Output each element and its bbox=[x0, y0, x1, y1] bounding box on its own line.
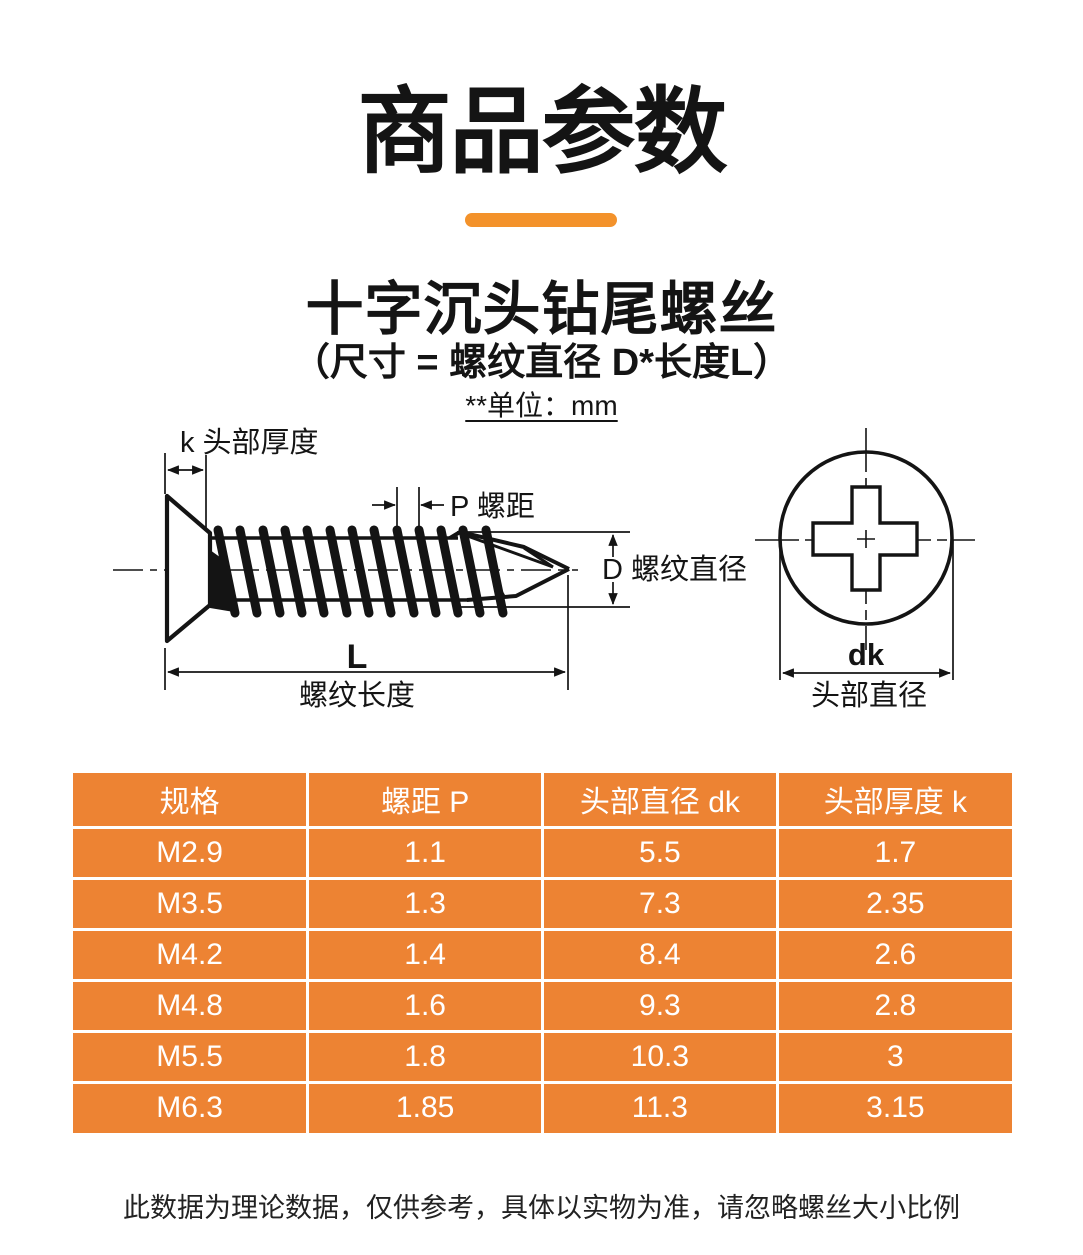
table-cell: 1.4 bbox=[307, 929, 544, 982]
drill-point bbox=[448, 530, 570, 602]
table-cell: 5.5 bbox=[542, 827, 779, 880]
table-cell: 3 bbox=[777, 1031, 1012, 1084]
table-header-row: 规格 螺距 P 头部直径 dk 头部厚度 k bbox=[73, 773, 1012, 829]
label-head-diameter: 头部直径 bbox=[811, 679, 927, 712]
table-cell: 1.6 bbox=[307, 980, 544, 1033]
head-circle bbox=[778, 450, 954, 626]
table-cell: M4.2 bbox=[73, 929, 310, 982]
size-formula: （尺寸 = 螺纹直径 D*长度L） bbox=[291, 342, 792, 384]
product-name: 十字沉头钻尾螺丝 bbox=[305, 277, 778, 342]
screw-side-view bbox=[113, 493, 578, 644]
spec-table: 规格 螺距 P 头部直径 dk 头部厚度 k M2.9 1.1 5.5 1.7 M3.5… bbox=[73, 773, 1012, 1133]
table-cell: 2.6 bbox=[777, 929, 1012, 982]
spec-table-body: M2.9 1.1 5.5 1.7 M3.5 1.3 7.3 2.35 M4.2 1.4 8.4 2.6… bbox=[73, 827, 1012, 1133]
page-title: 商品参数 bbox=[357, 79, 727, 184]
table-cell: M2.9 bbox=[73, 827, 310, 880]
header-cell-spec: 规格 bbox=[73, 773, 310, 829]
table-row: M6.3 1.85 11.3 3.15 bbox=[73, 1082, 1012, 1133]
table-cell: 1.1 bbox=[307, 827, 544, 880]
table-row: M2.9 1.1 5.5 1.7 bbox=[73, 827, 1012, 880]
screw-head-front-view bbox=[755, 428, 975, 680]
cross-center-mark bbox=[857, 530, 875, 548]
screw-diagram-svg: k 头部厚度 P 螺距 D 螺纹直径 L 螺纹长度 dk 头部直径 bbox=[113, 426, 975, 712]
screw-head-outline bbox=[164, 493, 213, 644]
label-head-diameter-letters: dk bbox=[848, 637, 885, 672]
header-cell-head-thickness: 头部厚度 k bbox=[777, 773, 1012, 829]
table-cell: M4.8 bbox=[73, 980, 310, 1033]
table-row: M4.8 1.6 9.3 2.8 bbox=[73, 980, 1012, 1033]
unit-note: **单位：mm bbox=[465, 390, 618, 421]
label-length-letter: L bbox=[347, 638, 368, 676]
footer-note: 此数据为理论数据，仅供参考，具体以实物为准，请忽略螺丝大小比例 bbox=[123, 1193, 960, 1223]
label-pitch: P 螺距 bbox=[450, 490, 535, 523]
dimension-annotations bbox=[164, 453, 630, 690]
table-cell: 1.8 bbox=[307, 1031, 544, 1084]
table-cell: M6.3 bbox=[73, 1082, 310, 1133]
label-thread-diameter: D 螺纹直径 bbox=[602, 553, 747, 586]
header-cell-head-diameter: 头部直径 dk bbox=[542, 773, 779, 829]
table-row: M4.2 1.4 8.4 2.6 bbox=[73, 929, 1012, 982]
table-cell: 1.85 bbox=[307, 1082, 544, 1133]
screw-technical-diagram: k 头部厚度 P 螺距 D 螺纹直径 L 螺纹长度 dk 头部直径 bbox=[0, 415, 1083, 755]
table-cell: 10.3 bbox=[542, 1031, 779, 1084]
table-cell: 1.7 bbox=[777, 827, 1012, 880]
table-cell: 7.3 bbox=[542, 878, 779, 931]
header-cell-pitch: 螺距 P bbox=[307, 773, 544, 829]
table-cell: 2.8 bbox=[777, 980, 1012, 1033]
table-row: M3.5 1.3 7.3 2.35 bbox=[73, 878, 1012, 931]
table-cell: 2.35 bbox=[777, 878, 1012, 931]
table-cell: M3.5 bbox=[73, 878, 310, 931]
table-cell: 9.3 bbox=[542, 980, 779, 1033]
title-divider bbox=[465, 213, 617, 227]
label-head-thickness: k 头部厚度 bbox=[180, 426, 319, 459]
table-row: M5.5 1.8 10.3 3 bbox=[73, 1031, 1012, 1084]
table-cell: 8.4 bbox=[542, 929, 779, 982]
table-cell: 11.3 bbox=[542, 1082, 779, 1133]
table-cell: 3.15 bbox=[866, 1091, 925, 1125]
table-cell: 1.3 bbox=[307, 878, 544, 931]
label-thread-length: 螺纹长度 bbox=[299, 679, 415, 712]
table-cell: M5.5 bbox=[73, 1031, 310, 1084]
